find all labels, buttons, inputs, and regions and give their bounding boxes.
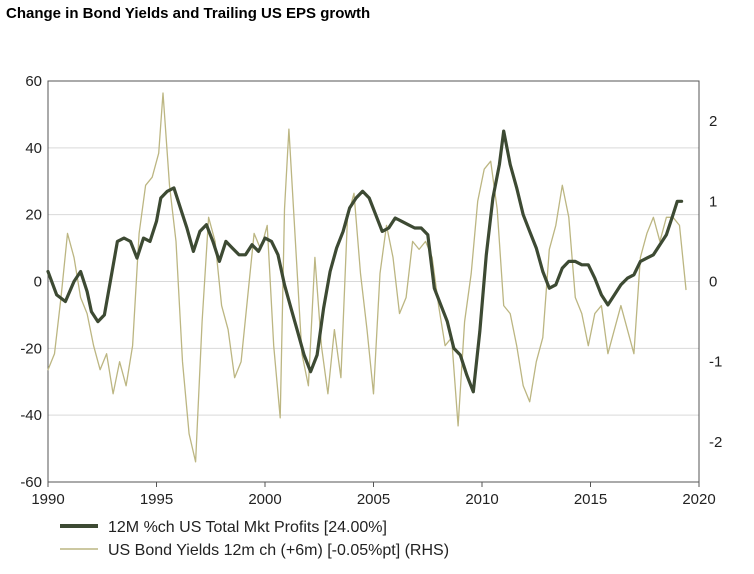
y-axis-right: 2 1 0 -1 -2 [709,113,722,451]
y-tick-label: -20 [20,340,42,357]
x-tick-label: 2015 [574,491,607,508]
y2-tick-label: -1 [709,354,722,371]
legend-label: US Bond Yields 12m ch (+6m) [-0.05%pt] (… [108,542,449,559]
y-tick-label: -60 [20,474,42,491]
bond-yields-series-line [47,92,687,463]
x-tick-label: 1995 [140,491,173,508]
y2-tick-label: 2 [709,113,717,130]
y-tick-label: 20 [25,207,42,224]
y-tick-label: 0 [34,274,42,291]
x-axis: 1990 1995 2000 2005 2010 2015 2020 [31,482,716,508]
chart-title: Change in Bond Yields and Trailing US EP… [6,5,371,22]
y-axis-left: 60 40 20 0 -20 -40 -60 [20,73,42,491]
y-tick-label: -40 [20,407,42,424]
legend: 12M %ch US Total Mkt Profits [24.00%] US … [60,519,449,559]
series-layer [46,92,687,463]
x-tick-label: 1990 [31,491,64,508]
legend-label: 12M %ch US Total Mkt Profits [24.00%] [108,519,387,536]
profits-series-line [46,129,684,394]
x-tick-label: 2010 [465,491,498,508]
y-tick-label: 40 [25,140,42,157]
gridlines [48,147,699,416]
x-tick-label: 2000 [248,491,281,508]
y2-tick-label: 0 [709,274,717,291]
x-tick-label: 2005 [357,491,390,508]
y2-tick-label: -2 [709,434,722,451]
y-tick-label: 60 [25,73,42,90]
x-tick-label: 2020 [682,491,715,508]
y2-tick-label: 1 [709,193,717,210]
